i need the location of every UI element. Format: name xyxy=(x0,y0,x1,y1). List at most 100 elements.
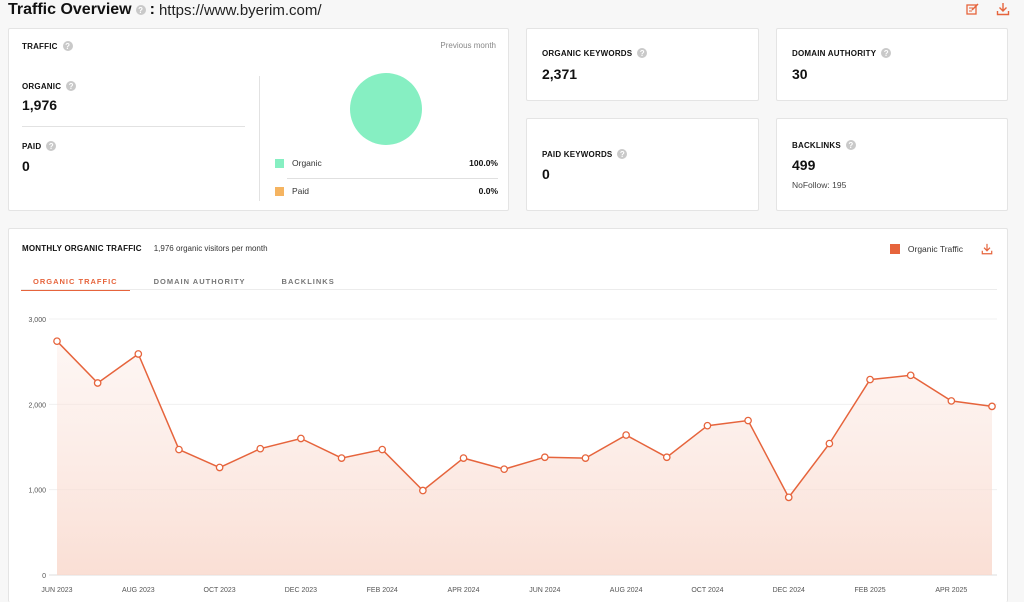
info-icon[interactable]: ? xyxy=(66,81,77,91)
info-icon[interactable]: ? xyxy=(881,48,892,58)
x-tick-label: DEC 2023 xyxy=(285,587,317,594)
monthly-subtitle: 1,976 organic visitors per month xyxy=(153,244,268,253)
info-icon[interactable]: ? xyxy=(46,141,57,151)
organic-traffic-swatch xyxy=(889,244,900,254)
organic-keywords-label-text: ORGANIC KEYWORDS xyxy=(542,48,633,58)
edit-report-icon[interactable] xyxy=(966,2,980,16)
x-tick-label: JUN 2024 xyxy=(529,587,560,594)
y-tick-label: 1,000 xyxy=(28,488,46,495)
data-point[interactable] xyxy=(825,439,834,448)
x-tick-label: AUG 2024 xyxy=(610,587,643,594)
data-point[interactable] xyxy=(215,463,224,472)
x-tick-label: FEB 2025 xyxy=(854,587,885,594)
paid-swatch xyxy=(275,186,284,196)
header-actions xyxy=(966,2,1010,16)
domain-authority-card: DOMAIN AUTHORITY ? 30 xyxy=(776,28,1008,101)
tab-organic-traffic[interactable]: ORGANIC TRAFFIC xyxy=(21,275,130,291)
backlinks-card: BACKLINKS ? 499 NoFollow: 195 xyxy=(776,118,1008,211)
paid-value: 0 xyxy=(22,158,30,174)
divider xyxy=(22,126,245,127)
y-tick-label: 0 xyxy=(42,573,46,580)
data-point[interactable] xyxy=(540,453,549,462)
organic-keywords-label: ORGANIC KEYWORDS ? xyxy=(542,48,648,58)
info-icon[interactable]: ? xyxy=(135,5,146,15)
tab-domain-authority[interactable]: DOMAIN AUTHORITY xyxy=(153,277,246,286)
chart-tabs: ORGANIC TRAFFIC DOMAIN AUTHORITY BACKLIN… xyxy=(21,275,359,291)
data-point[interactable] xyxy=(378,445,387,454)
data-point[interactable] xyxy=(906,371,915,380)
data-point[interactable] xyxy=(784,493,793,502)
data-point[interactable] xyxy=(256,444,265,453)
data-point[interactable] xyxy=(744,416,752,425)
data-point[interactable] xyxy=(662,453,671,462)
traffic-area xyxy=(57,341,992,575)
legend-organic-pct: 100.0% xyxy=(469,158,498,168)
y-tick-label: 2,000 xyxy=(28,402,46,409)
monthly-traffic-card: MONTHLY ORGANIC TRAFFIC 1,976 organic vi… xyxy=(8,228,1008,602)
paid-keywords-label-text: PAID KEYWORDS xyxy=(542,149,613,159)
organic-keywords-card: ORGANIC KEYWORDS ? 2,371 xyxy=(526,28,759,101)
download-icon[interactable] xyxy=(996,2,1010,16)
traffic-label-text: TRAFFIC xyxy=(22,41,58,51)
data-point[interactable] xyxy=(419,486,427,495)
data-point[interactable] xyxy=(134,350,143,358)
info-icon[interactable]: ? xyxy=(62,41,73,51)
info-icon[interactable]: ? xyxy=(637,48,648,58)
data-point[interactable] xyxy=(988,402,996,411)
data-point[interactable] xyxy=(93,379,102,387)
data-point[interactable] xyxy=(459,454,468,462)
legend-organic-traffic: Organic Traffic xyxy=(907,244,963,254)
paid-label: PAID ? xyxy=(22,141,57,151)
traffic-line xyxy=(56,340,993,499)
title-separator: : xyxy=(149,1,155,18)
x-tick-label: OCT 2023 xyxy=(204,587,236,594)
period-label: Previous month xyxy=(440,41,496,50)
info-icon[interactable]: ? xyxy=(845,140,856,150)
x-tick-label: AUG 2023 xyxy=(122,587,155,594)
data-point[interactable] xyxy=(622,431,630,439)
data-point[interactable] xyxy=(947,397,956,405)
chart-legend: Organic Traffic xyxy=(889,243,993,255)
organic-label-text: ORGANIC xyxy=(22,81,62,91)
traffic-label: TRAFFIC ? xyxy=(22,41,73,51)
legend-paid-name: Paid xyxy=(292,186,310,196)
organic-keywords-value: 2,371 xyxy=(542,66,578,82)
x-tick-label: FEB 2024 xyxy=(367,587,398,594)
data-point[interactable] xyxy=(175,445,183,454)
backlinks-label-text: BACKLINKS xyxy=(792,140,841,150)
vertical-divider xyxy=(259,76,260,201)
info-icon[interactable]: ? xyxy=(617,149,628,159)
data-point[interactable] xyxy=(866,375,874,384)
domain-authority-label: DOMAIN AUTHORITY ? xyxy=(792,48,892,58)
tab-backlinks[interactable]: BACKLINKS xyxy=(281,277,335,286)
chart-download-icon[interactable] xyxy=(981,243,993,255)
data-point[interactable] xyxy=(703,421,712,430)
data-point[interactable] xyxy=(581,454,590,462)
legend-row-paid: Paid 0.0% xyxy=(275,186,498,196)
y-tick-label: 3,000 xyxy=(28,317,46,324)
x-tick-label: JUN 2023 xyxy=(41,587,72,594)
legend-organic-name: Organic xyxy=(292,158,322,168)
backlinks-nofollow: NoFollow: 195 xyxy=(792,180,847,190)
backlinks-label: BACKLINKS ? xyxy=(792,140,856,150)
data-point[interactable] xyxy=(500,465,509,474)
organic-label: ORGANIC ? xyxy=(22,81,77,91)
paid-keywords-label: PAID KEYWORDS ? xyxy=(542,149,628,159)
x-tick-label: APR 2024 xyxy=(448,587,480,594)
data-point[interactable] xyxy=(297,434,305,443)
data-point[interactable] xyxy=(53,337,61,346)
tabs-divider xyxy=(21,289,997,290)
x-tick-label: DEC 2024 xyxy=(773,587,805,594)
x-tick-label: APR 2025 xyxy=(935,587,967,594)
organic-swatch xyxy=(275,158,284,168)
legend-row-organic: Organic 100.0% xyxy=(275,158,498,168)
organic-value: 1,976 xyxy=(22,97,58,113)
page-header: Traffic Overview ? : https://www.byerim.… xyxy=(8,0,322,20)
monthly-title: MONTHLY ORGANIC TRAFFIC xyxy=(22,244,142,253)
domain-authority-label-text: DOMAIN AUTHORITY xyxy=(792,48,877,58)
data-point[interactable] xyxy=(337,454,346,462)
traffic-pie-chart[interactable] xyxy=(350,73,422,145)
paid-keywords-card: PAID KEYWORDS ? 0 xyxy=(526,118,759,211)
organic-traffic-chart[interactable]: 0 1,000 2,000 3,000 JUN 2023 AUG 2023 OCT 202… xyxy=(9,229,1009,602)
domain-url: https://www.byerim.com/ xyxy=(158,1,322,19)
